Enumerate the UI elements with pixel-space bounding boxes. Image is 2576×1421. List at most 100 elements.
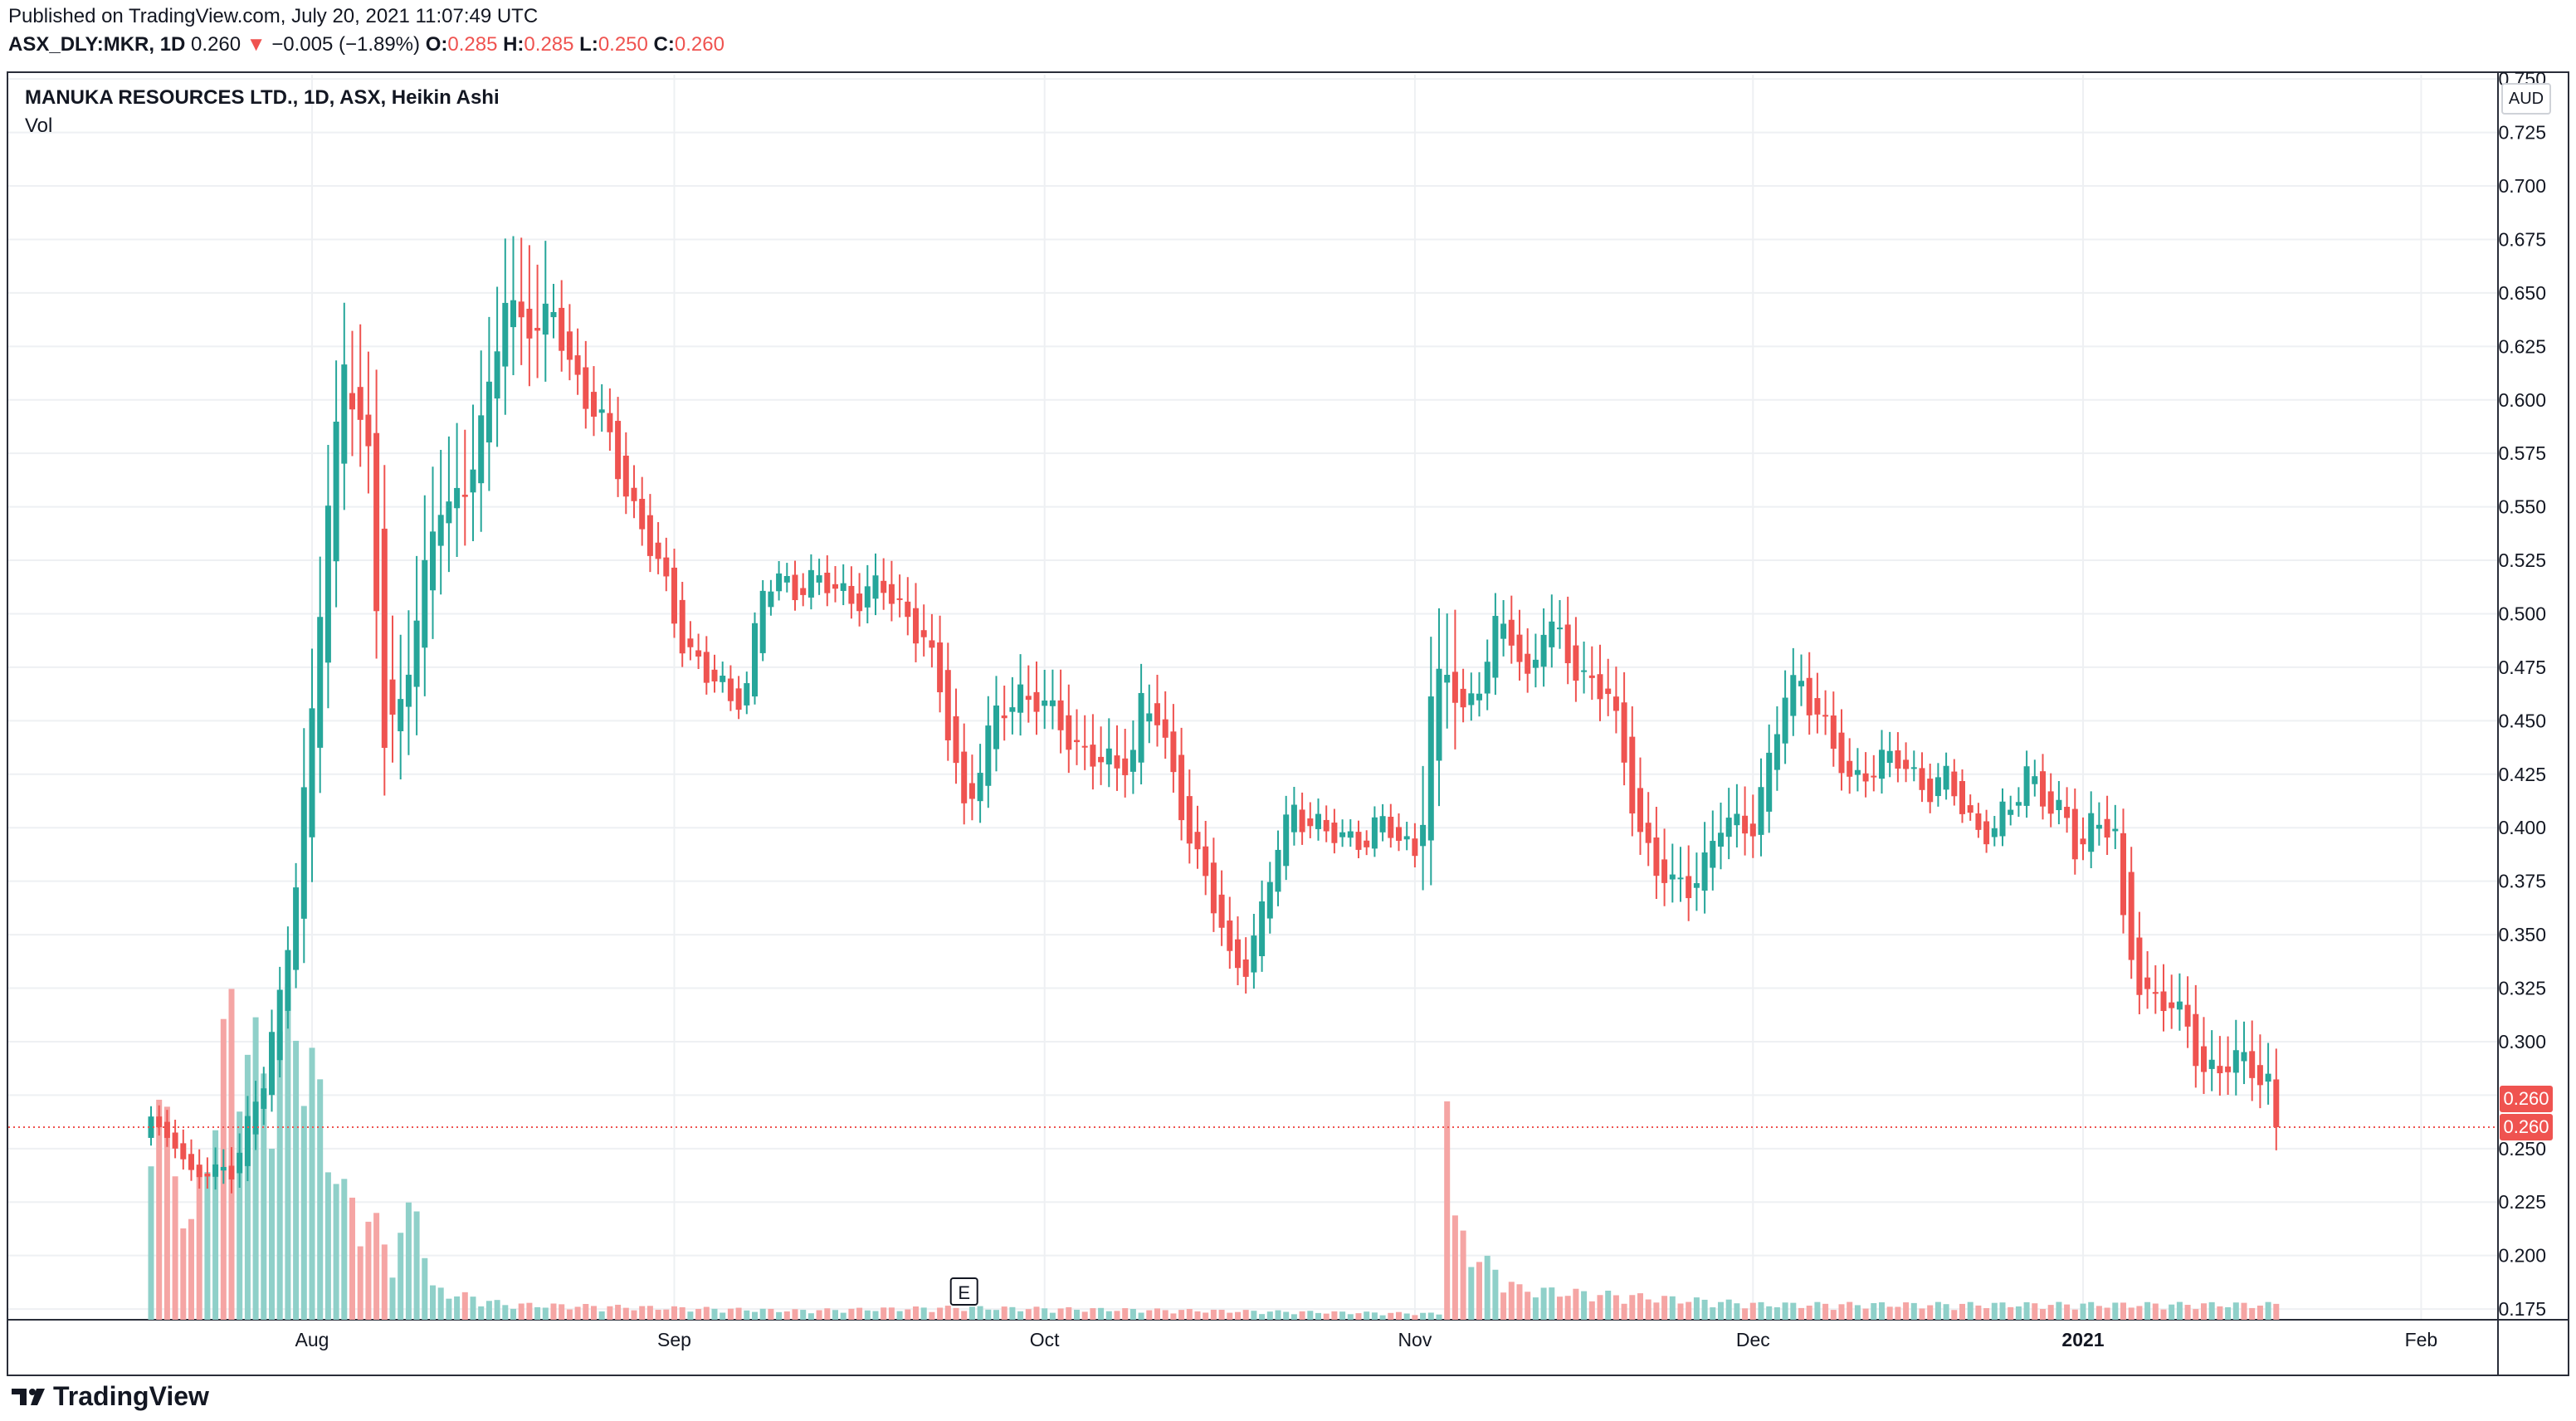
candle-body — [1557, 627, 1563, 630]
candle-body — [1549, 621, 1555, 647]
price-label-text: 0.260 — [2503, 1088, 2549, 1109]
volume-bar — [1991, 1302, 1998, 1320]
volume-bar — [373, 1213, 380, 1320]
currency-button[interactable]: AUD — [2501, 83, 2551, 115]
earnings-marker-label: E — [958, 1282, 970, 1303]
volume-bar — [454, 1296, 461, 1320]
candle-body — [172, 1132, 178, 1149]
volume-bar — [1339, 1311, 1346, 1320]
candle-body — [1218, 894, 1225, 928]
high-value: 0.285 — [524, 33, 574, 56]
volume-bar — [1307, 1311, 1314, 1320]
candle-body — [1025, 696, 1032, 701]
volume-bar — [398, 1233, 404, 1320]
volume-bar — [196, 1167, 202, 1320]
volume-bar — [2040, 1309, 2046, 1320]
candle-body — [744, 683, 750, 706]
candle-body — [929, 640, 935, 648]
candle-body — [1686, 876, 1692, 899]
y-tick-label: 0.450 — [2498, 710, 2546, 731]
volume-bar — [381, 1244, 388, 1320]
volume-bar — [1203, 1312, 1209, 1320]
volume-bar — [1605, 1290, 1612, 1320]
candle-body — [1927, 779, 1934, 803]
candle-body — [2265, 1073, 2271, 1082]
volume-bar — [663, 1309, 670, 1320]
candle-body — [373, 432, 380, 612]
candle-body — [220, 1166, 227, 1171]
volume-bar — [1371, 1312, 1378, 1320]
volume-bar — [1782, 1302, 1788, 1320]
volume-bar — [1227, 1312, 1233, 1320]
candle-body — [2080, 838, 2086, 845]
volume-bar — [671, 1306, 677, 1320]
volume-bar — [1299, 1311, 1305, 1320]
volume-bar — [2008, 1306, 2014, 1320]
candle-body — [1451, 671, 1458, 703]
volume-bar — [1049, 1312, 1056, 1320]
volume-bar — [1444, 1101, 1451, 1320]
candle-body — [228, 1165, 235, 1179]
volume-bar — [2056, 1301, 2062, 1320]
candle-body — [759, 590, 766, 653]
candle-body — [559, 307, 565, 351]
candle-body — [1371, 817, 1378, 849]
volume-bar — [993, 1310, 999, 1320]
candle-body — [1468, 693, 1475, 706]
volume-bar — [1508, 1282, 1515, 1320]
candle-body — [1323, 819, 1329, 832]
volume-bar — [317, 1079, 324, 1320]
candle-body — [598, 409, 605, 413]
volume-bar — [1468, 1267, 1475, 1320]
candle-body — [1242, 959, 1249, 977]
volume-bar — [832, 1310, 838, 1320]
volume-bar — [824, 1308, 831, 1320]
candle-body — [631, 487, 637, 501]
candle-body — [1573, 645, 1579, 681]
candle-body — [888, 584, 895, 604]
volume-bar — [300, 1106, 307, 1320]
volume-bar — [2104, 1307, 2110, 1320]
candle-body — [993, 706, 999, 750]
candle-body — [566, 331, 573, 360]
candle-body — [437, 515, 444, 546]
candle-body — [783, 576, 790, 583]
volume-bar — [1951, 1310, 1958, 1320]
volume-bar — [2169, 1304, 2175, 1320]
candle-body — [752, 623, 758, 697]
candle-body — [1098, 756, 1105, 763]
candle-body — [622, 455, 629, 497]
volume-bar — [2273, 1303, 2280, 1320]
volume-bar — [1129, 1309, 1136, 1320]
candle-body — [1307, 818, 1314, 827]
volume-bar — [655, 1309, 661, 1320]
candle-body — [1427, 696, 1434, 841]
chart-frame[interactable] — [7, 71, 2569, 1376]
candle-body — [244, 1116, 251, 1166]
earnings-marker-box — [949, 1277, 978, 1306]
volume-bar — [1331, 1311, 1338, 1320]
volume-bar — [631, 1310, 637, 1320]
volume-bar — [727, 1308, 734, 1320]
candle-body — [1983, 821, 1990, 845]
volume-bar — [2160, 1309, 2167, 1320]
volume-bar — [752, 1311, 758, 1320]
candle-body — [2032, 776, 2038, 784]
volume-bar — [881, 1307, 887, 1320]
candle-body — [881, 580, 887, 593]
candle-body — [832, 584, 838, 589]
volume-bar — [1266, 1311, 1273, 1320]
volume-bar — [1701, 1299, 1708, 1320]
candle-body — [398, 699, 404, 731]
candle-body — [2095, 824, 2102, 829]
volume-bar — [888, 1307, 895, 1320]
volume-bar — [324, 1172, 331, 1320]
candle-body — [1347, 831, 1354, 838]
volume-bar — [1581, 1291, 1588, 1320]
candle-body — [2184, 1004, 2191, 1027]
candle-body — [534, 328, 541, 331]
volume-bar — [413, 1211, 420, 1320]
volume-bar — [1427, 1312, 1434, 1320]
volume-bar — [872, 1311, 879, 1320]
